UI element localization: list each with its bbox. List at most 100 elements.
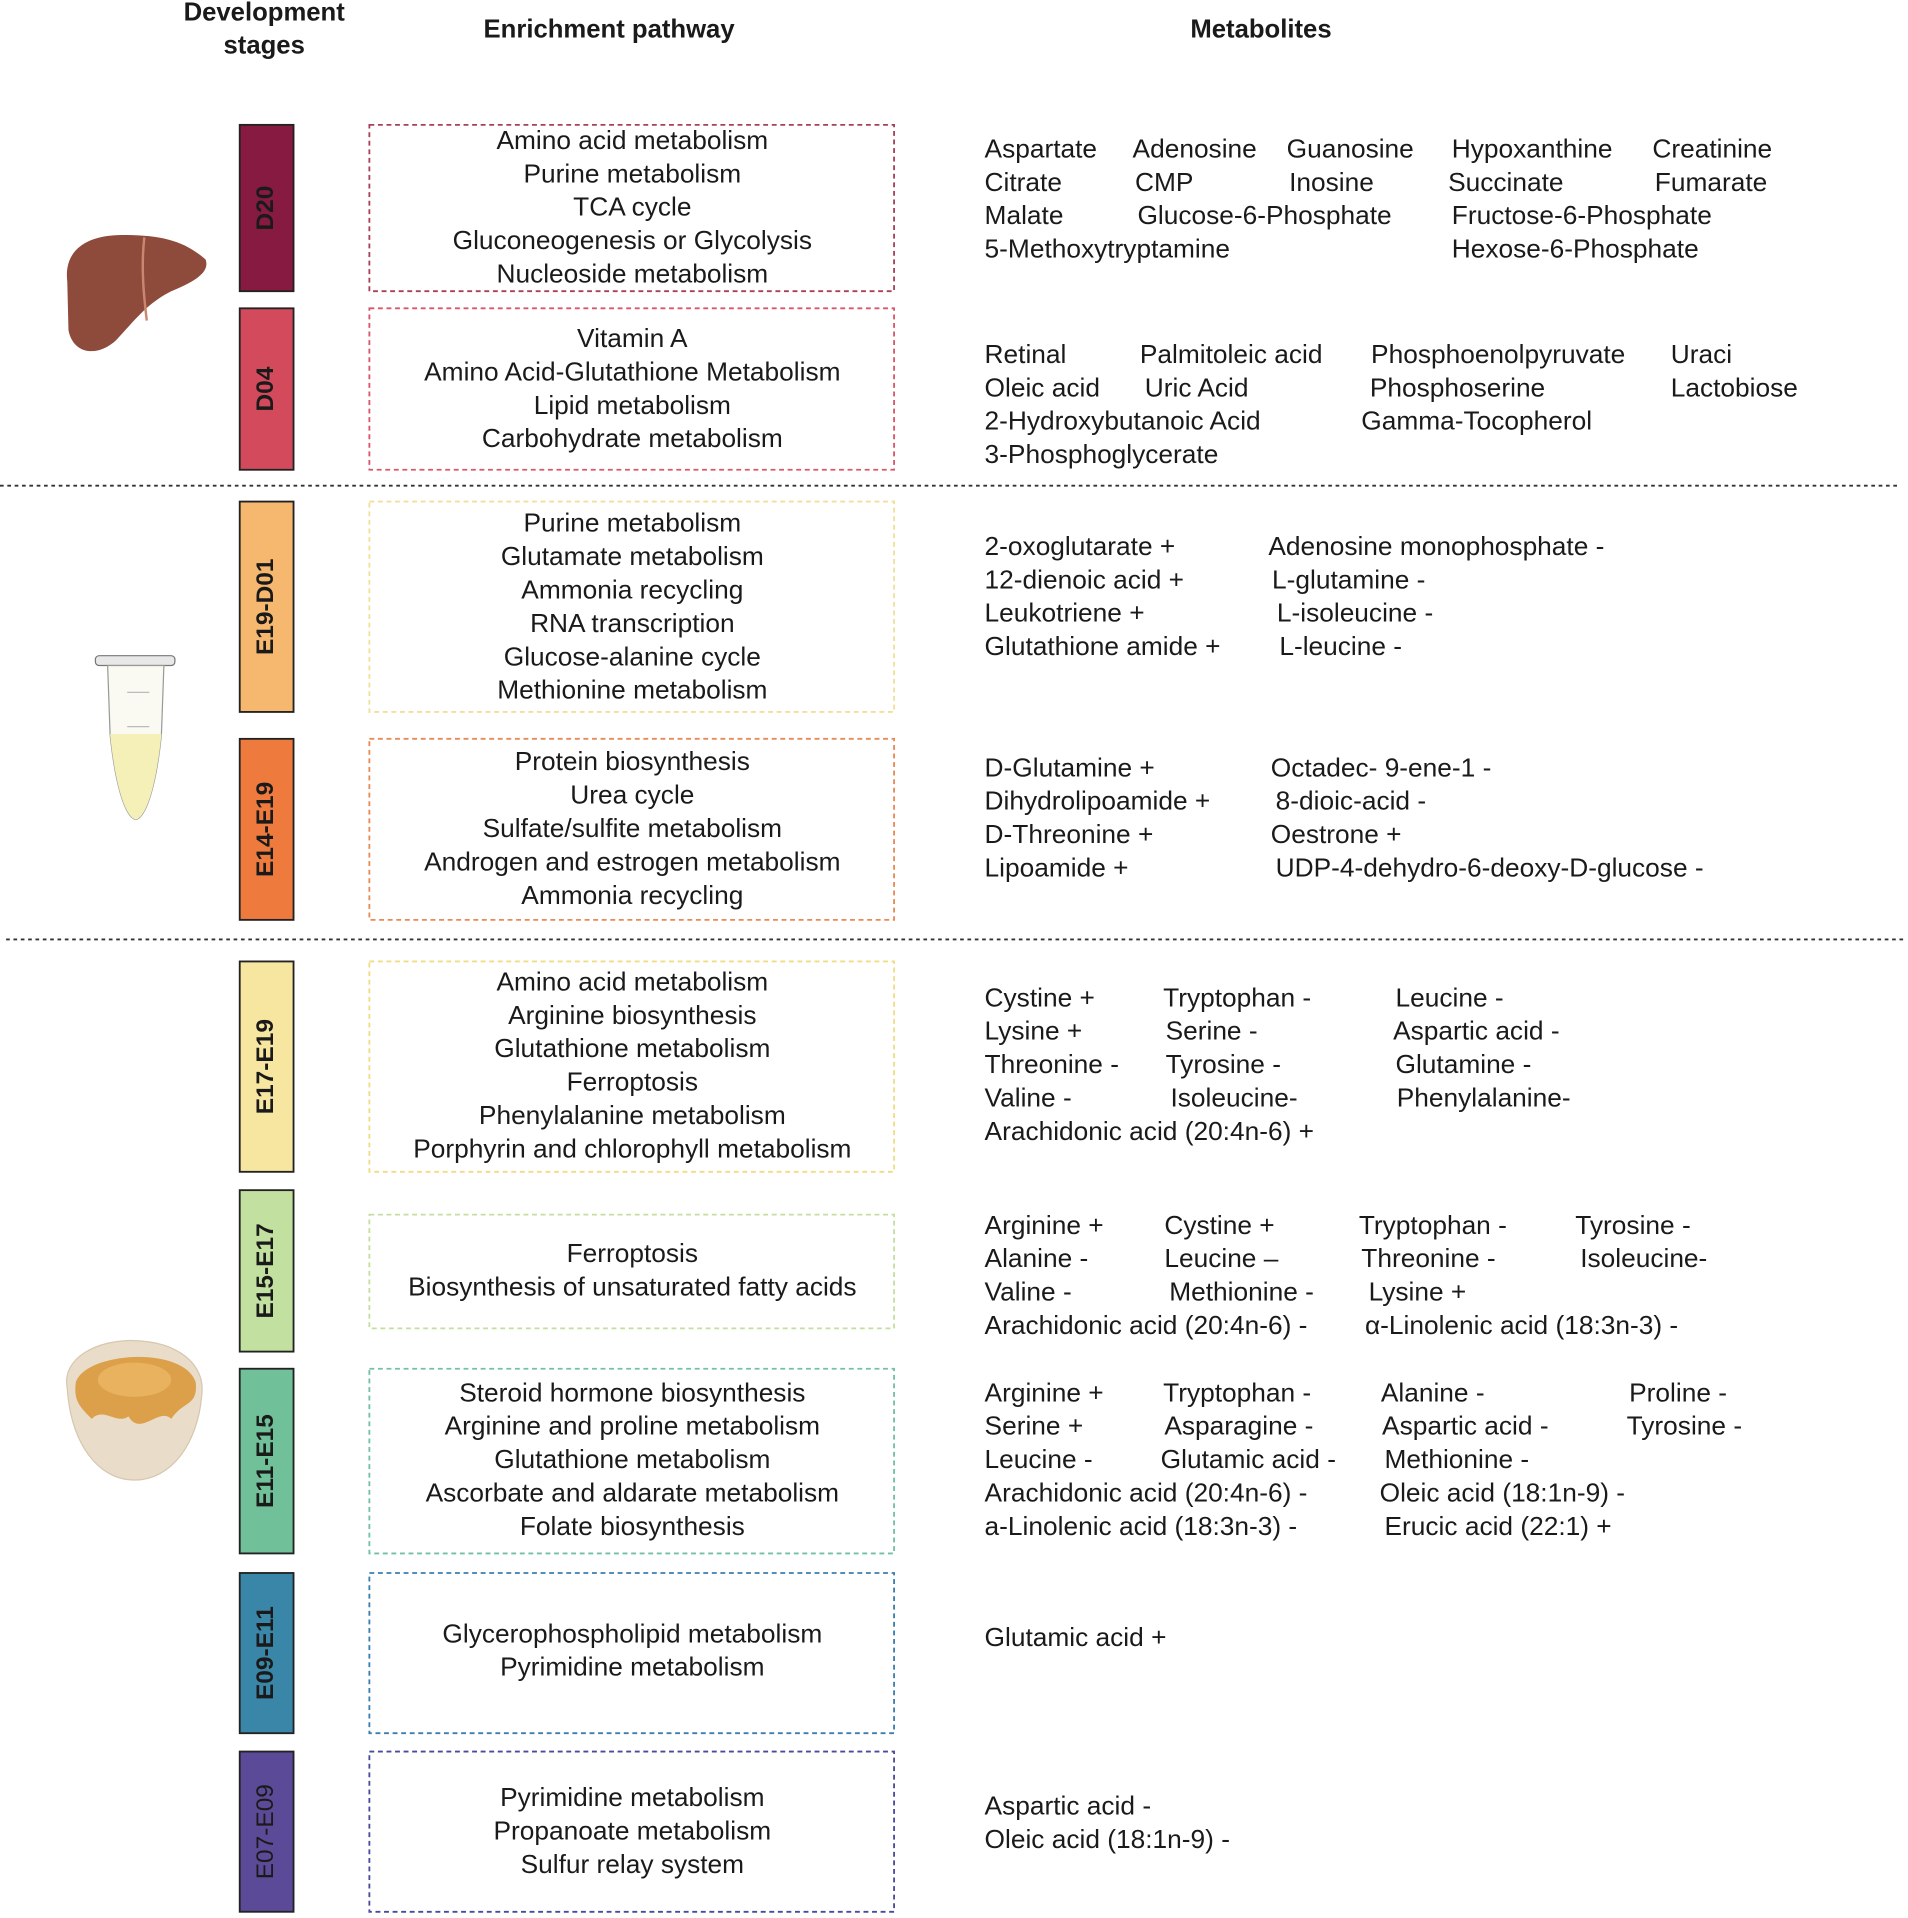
metabolite: Cystine +: [1164, 1210, 1274, 1240]
metabolite: a-Linolenic acid (18:3n-3) -: [985, 1511, 1298, 1541]
metabolite: 8-dioic-acid -: [1276, 786, 1426, 816]
stage-label: E15-E17: [252, 1223, 279, 1318]
stage-bar: [238, 1367, 295, 1555]
pathway: Glutathione metabolism: [494, 1033, 770, 1063]
metabolite: L-isoleucine -: [1277, 598, 1433, 628]
metabolite: Aspartic acid -: [1393, 1016, 1560, 1046]
metabolite: Phosphoserine: [1370, 372, 1545, 402]
pathway: Glutathione metabolism: [494, 1444, 770, 1474]
header-stages: Development: [184, 0, 346, 26]
header-metabolites: Metabolites: [1190, 15, 1331, 43]
metabolite: Oleic acid (18:1n-9) -: [985, 1824, 1230, 1854]
pathway: Propanoate metabolism: [494, 1816, 772, 1846]
pathway: Lipid metabolism: [534, 390, 731, 420]
metabolite: Erucic acid (22:1) +: [1385, 1511, 1612, 1541]
metabolite: Tryptophan -: [1359, 1210, 1507, 1240]
tube-icon: [94, 655, 176, 821]
metabolite: Cystine +: [985, 982, 1095, 1012]
metabolite: CMP: [1135, 167, 1193, 197]
metabolite: L-leucine -: [1279, 631, 1402, 661]
pathway: RNA transcription: [530, 608, 735, 638]
metabolite: Glucose-6-Phosphate: [1137, 200, 1391, 230]
stage-label: E11-E15: [252, 1414, 279, 1508]
metabolite: D-Threonine +: [985, 819, 1154, 849]
egg-icon: [66, 1339, 203, 1481]
pathway: Amino acid metabolism: [496, 966, 768, 996]
metabolite: 2-oxoglutarate +: [985, 531, 1176, 561]
metabolite: Oleic acid: [985, 372, 1100, 402]
pathway: Amino acid metabolism: [496, 125, 768, 155]
metabolite: Lipoamide +: [985, 853, 1129, 883]
pathway: Porphyrin and chlorophyll metabolism: [413, 1133, 851, 1163]
metabolite: Hexose-6-Phosphate: [1452, 234, 1699, 264]
metabolite: Guanosine: [1287, 133, 1414, 163]
stage-bar: [238, 500, 295, 713]
pathway-box: [368, 1213, 895, 1330]
pathway: Pyrimidine metabolism: [500, 1652, 764, 1682]
pathway: Arginine biosynthesis: [508, 1000, 756, 1030]
metabolite: Tyrosine -: [1575, 1210, 1690, 1240]
metabolite: Malate: [985, 200, 1064, 230]
metabolite: Oestrone +: [1271, 819, 1402, 849]
metabolite: Phosphoenolpyruvate: [1371, 339, 1625, 369]
pathway: Methionine metabolism: [497, 675, 767, 705]
metabolite: Succinate: [1448, 167, 1563, 197]
metabolite: Palmitoleic acid: [1140, 339, 1323, 369]
metabolite: 2-Hydroxybutanoic Acid: [985, 406, 1261, 436]
stage-bar: [238, 737, 295, 921]
pathway: Gluconeogenesis or Glycolysis: [453, 225, 812, 255]
metabolite: Glutathione amide +: [985, 631, 1221, 661]
stage-label: E14-E19: [252, 782, 279, 877]
metabolite: Oleic acid (18:1n-9) -: [1380, 1478, 1625, 1508]
metabolite: Valine -: [985, 1082, 1072, 1112]
metabolite: Uric Acid: [1145, 372, 1249, 402]
metabolite: 5-Methoxytryptamine: [985, 234, 1230, 264]
pathway-box: [368, 1367, 895, 1555]
metabolite: Asparagine -: [1164, 1411, 1313, 1441]
metabolite: Lactobiose: [1671, 372, 1798, 402]
pathway: Sulfur relay system: [521, 1849, 744, 1879]
metabolite: Citrate: [985, 167, 1062, 197]
pathway: Steroid hormone biosynthesis: [459, 1377, 805, 1407]
metabolite: Alanine -: [985, 1243, 1089, 1273]
pathway: Ammonia recycling: [521, 575, 743, 605]
metabolite: Arginine +: [985, 1210, 1104, 1240]
pathway: Vitamin A: [577, 323, 688, 353]
metabolite: Dihydrolipoamide +: [985, 786, 1211, 816]
stage-bar: [238, 123, 295, 293]
stage-bar: [238, 1572, 295, 1735]
header-stages: stages: [224, 31, 305, 59]
pathway: Arginine and proline metabolism: [445, 1411, 820, 1441]
metabolite: Proline -: [1629, 1377, 1727, 1407]
pathway: Ammonia recycling: [521, 880, 743, 910]
pathway: Pyrimidine metabolism: [500, 1782, 764, 1812]
pathway: Phenylalanine metabolism: [479, 1100, 786, 1130]
stage-bar: [238, 1189, 295, 1353]
pathway: Androgen and estrogen metabolism: [424, 846, 840, 876]
metabolite: L-glutamine -: [1272, 564, 1425, 594]
pathway-box: [368, 737, 895, 921]
metabolite: Fumarate: [1655, 167, 1767, 197]
metabolite: Leucine -: [985, 1444, 1093, 1474]
liver-icon: [66, 234, 207, 352]
metabolite: Inosine: [1289, 167, 1374, 197]
metabolite: Lysine +: [1369, 1277, 1467, 1307]
stage-bar: [238, 960, 295, 1173]
metabolite: Fructose-6-Phosphate: [1452, 200, 1712, 230]
pathway: Purine metabolism: [524, 158, 742, 188]
metabolite: Glutamic acid -: [1161, 1444, 1336, 1474]
stage-label: E19-D01: [252, 558, 279, 655]
pathway: Purine metabolism: [524, 508, 742, 538]
metabolite: Arginine +: [985, 1377, 1104, 1407]
metabolite: Serine +: [985, 1411, 1084, 1441]
stage-label: D20: [252, 186, 279, 231]
metabolite: Retinal: [985, 339, 1067, 369]
metabolite: Leukotriene +: [985, 598, 1145, 628]
metabolite: Leucine -: [1396, 982, 1504, 1012]
metabolite: Glutamic acid +: [985, 1622, 1167, 1652]
metabolite: Isoleucine-: [1580, 1243, 1707, 1273]
pathway: Urea cycle: [570, 780, 694, 810]
pathway: Protein biosynthesis: [515, 746, 750, 776]
stage-label: E07-E09: [252, 1784, 279, 1879]
